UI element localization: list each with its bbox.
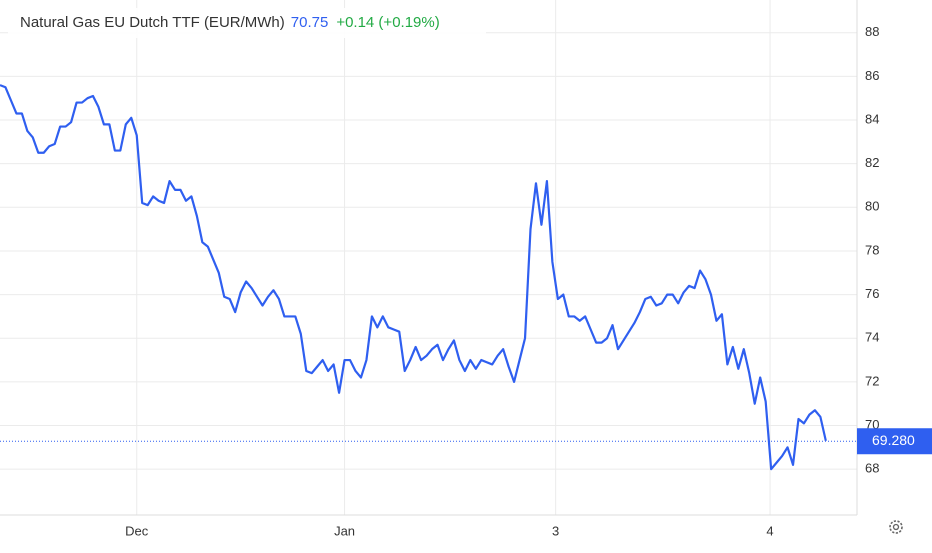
y-tick-label: 70	[865, 417, 879, 432]
y-tick-label: 68	[865, 461, 879, 476]
y-tick-label: 86	[865, 68, 879, 83]
x-tick-label: Jan	[334, 523, 355, 538]
plot-area: 68 70 72 74 76 78 80 82 84 86 88 Dec Jan 3 4 69.280	[0, 0, 932, 538]
change: +0.14 (+0.19%)	[336, 14, 439, 31]
settings-icon[interactable]	[889, 520, 903, 534]
title: Natural Gas EU Dutch TTF (EUR/MWh)	[20, 14, 285, 31]
y-tick-label: 74	[865, 330, 879, 345]
price-line	[0, 84, 827, 471]
y-tick-label: 76	[865, 286, 879, 301]
y-tick-label: 78	[865, 242, 879, 257]
x-tick-label: 4	[766, 523, 773, 538]
chart-title: Natural Gas EU Dutch TTF (EUR/MWh) 70.75 +…	[20, 14, 440, 31]
header-background	[8, 8, 486, 38]
x-tick-label: Dec	[125, 523, 149, 538]
y-tick-label: 82	[865, 155, 879, 170]
price: 70.75	[291, 14, 329, 31]
y-tick-label: 88	[865, 24, 879, 39]
last-price-label: 69.280	[872, 432, 915, 448]
y-tick-label: 80	[865, 199, 879, 214]
y-tick-label: 84	[865, 111, 879, 126]
x-tick-label: 3	[552, 523, 559, 538]
last-price-badge	[857, 428, 932, 455]
y-tick-label: 72	[865, 373, 879, 388]
